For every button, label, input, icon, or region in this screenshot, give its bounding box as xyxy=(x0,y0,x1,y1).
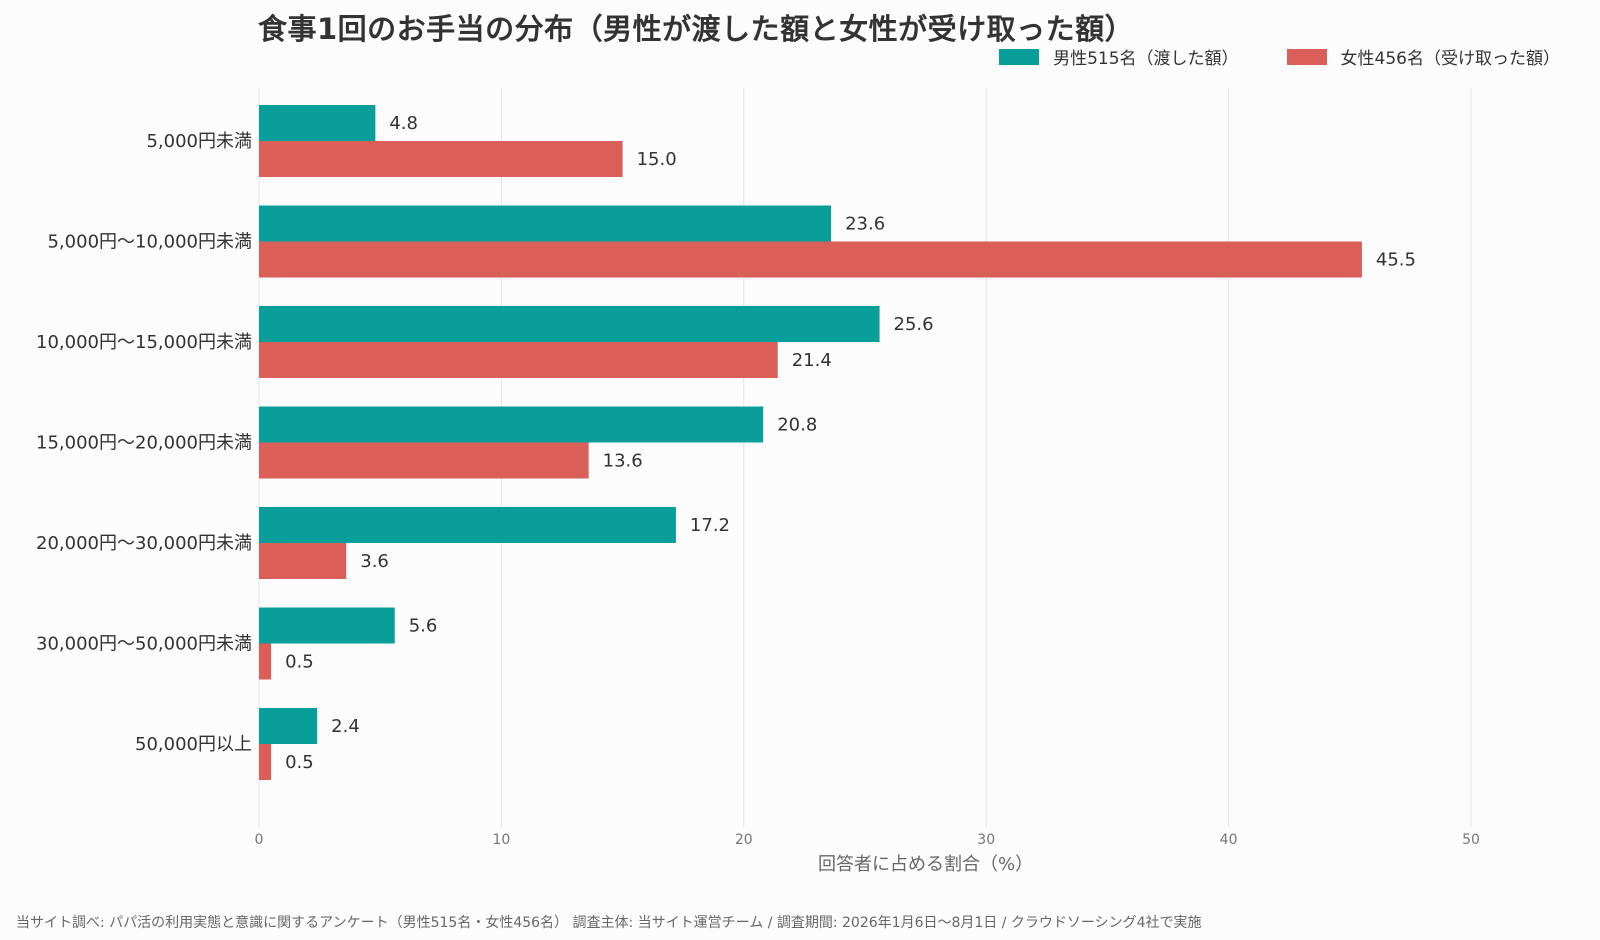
value-label-female: 45.5 xyxy=(1376,250,1416,271)
value-label-male: 25.6 xyxy=(894,314,934,335)
bar-female xyxy=(259,442,589,479)
bar-female xyxy=(259,643,272,680)
value-label-male: 4.8 xyxy=(389,113,418,134)
category-label: 20,000円〜30,000円未満 xyxy=(36,533,252,554)
category-label: 15,000円〜20,000円未満 xyxy=(36,433,252,454)
value-label-female: 0.5 xyxy=(285,652,314,673)
bar-male xyxy=(259,406,764,443)
value-label-female: 21.4 xyxy=(792,350,832,371)
value-label-male: 23.6 xyxy=(845,214,885,235)
value-label-female: 3.6 xyxy=(360,551,389,572)
value-label-female: 15.0 xyxy=(637,149,677,170)
bar-female xyxy=(259,241,1362,278)
category-label: 5,000円未満 xyxy=(146,131,252,152)
legend-swatch-male xyxy=(999,48,1040,65)
value-label-male: 20.8 xyxy=(777,415,817,436)
x-tick-label-30: 30 xyxy=(977,832,995,848)
chart-title: 食事1回のお手当の分布（男性が渡した額と女性が受け取った額） xyxy=(258,12,1135,46)
x-tick-label-20: 20 xyxy=(735,832,753,848)
bar-female xyxy=(259,744,272,780)
value-label-male: 5.6 xyxy=(409,616,438,637)
bar-male xyxy=(259,105,376,141)
value-label-male: 2.4 xyxy=(331,716,360,737)
value-label-female: 0.5 xyxy=(285,752,314,773)
value-label-female: 13.6 xyxy=(603,451,643,472)
value-label-male: 17.2 xyxy=(690,515,730,536)
bar-female xyxy=(259,342,778,378)
x-tick-label-10: 10 xyxy=(492,832,510,848)
chart-legend: 男性515名（渡した額） 女性456名（受け取った額） xyxy=(999,44,1560,69)
legend-label-male: 男性515名（渡した額） xyxy=(1053,49,1239,69)
category-label: 30,000円〜50,000円未満 xyxy=(36,634,252,655)
bar-male xyxy=(259,306,880,342)
bar-female xyxy=(259,543,347,579)
legend-item-male: 男性515名（渡した額） xyxy=(999,44,1239,69)
x-tick-label-40: 40 xyxy=(1220,832,1238,848)
bar-male xyxy=(259,708,318,744)
category-label: 50,000円以上 xyxy=(135,734,252,755)
category-label: 10,000円〜15,000円未満 xyxy=(36,332,252,353)
bar-male xyxy=(259,607,395,644)
x-tick-label-0: 0 xyxy=(255,832,264,848)
bar-male xyxy=(259,507,676,543)
x-axis-label: 回答者に占める割合（%） xyxy=(818,854,1033,875)
source-note: 当サイト調べ: パパ活の利用実態と意識に関するアンケート（男性515名・女性45… xyxy=(16,915,1202,931)
bar-female xyxy=(259,141,623,177)
legend-swatch-female xyxy=(1286,48,1327,65)
x-tick-label-50: 50 xyxy=(1462,832,1480,848)
bar-male xyxy=(259,205,832,242)
category-label: 5,000円〜10,000円未満 xyxy=(47,232,252,253)
legend-label-female: 女性456名（受け取った額） xyxy=(1340,49,1560,69)
legend-item-female: 女性456名（受け取った額） xyxy=(1286,44,1560,69)
